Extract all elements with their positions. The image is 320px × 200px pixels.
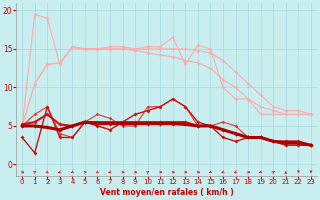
X-axis label: Vent moyen/en rafales ( km/h ): Vent moyen/en rafales ( km/h ) [100, 188, 233, 197]
